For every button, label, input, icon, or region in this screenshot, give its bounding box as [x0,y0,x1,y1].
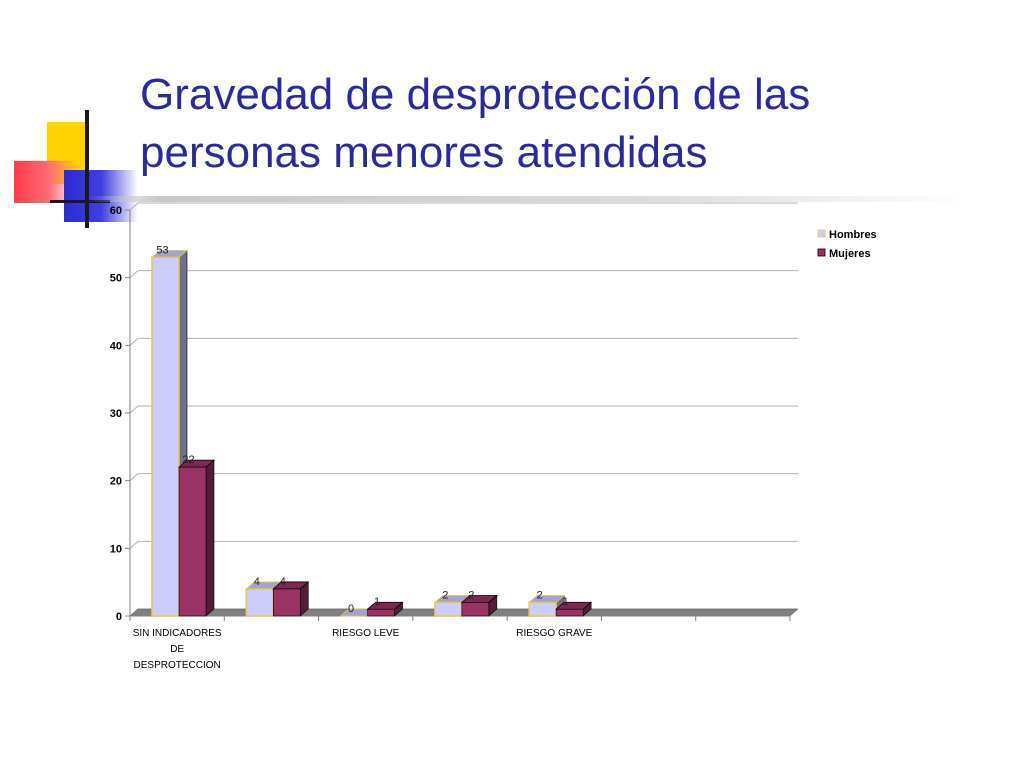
y-tick-label-20: 20 [110,476,122,488]
gridline-side-10 [129,540,139,549]
data-label-mujeres-1: 4 [280,576,286,588]
x-category-label-2-0: RIESGO LEVE [332,628,400,639]
y-tick-label-60: 60 [110,205,122,217]
bar-mujeres-1-front [272,588,301,617]
legend-label-mujeres: Mujeres [829,248,871,260]
gridline-side-50 [129,270,139,279]
data-label-hombres-1: 4 [254,576,260,588]
slide-title-line-1: Gravedad de desprotección de las [140,70,811,119]
x-category-label-0-1: DE [170,644,184,655]
bar-mujeres-3-front [461,602,490,617]
y-tick-label-10: 10 [110,543,122,555]
data-label-mujeres-2: 1 [374,596,380,608]
bar-mujeres-0-side [205,459,215,617]
y-tick-label-50: 50 [110,273,122,285]
x-category-label-0-0: SIN INDICADORES [133,628,222,639]
bar-hombres-3-front [434,601,463,617]
bar-mujeres-2-front [367,608,395,617]
horizontal-line-decoration [50,200,110,203]
vertical-line-decoration [85,110,89,228]
slide-title-line-2: personas menores atendidas [140,128,708,177]
y-tick-label-40: 40 [110,340,122,352]
bar-mujeres-0-front [178,466,207,617]
bar-mujeres-1 [272,581,310,617]
x-category-label-4-0: RIESGO GRAVE [516,628,592,639]
gridline-side-40 [129,337,139,346]
legend-swatch-mujeres [817,248,826,257]
x-category-label-0-2: DESPROTECCION [134,660,221,671]
bar-mujeres-4 [555,601,593,617]
gridline-side-20 [129,473,139,482]
bar-mujeres-2 [366,601,404,617]
data-label-hombres-3: 2 [442,589,448,601]
data-label-mujeres-4: 1 [563,596,569,608]
gridline-side-30 [129,405,139,414]
slide-title: Gravedad de desprotección de las persona… [140,66,1000,182]
bar-hombres-4-front [528,601,557,617]
data-label-hombres-4: 2 [537,589,543,601]
bar-mujeres-4-front [555,608,584,617]
gridline-side-60 [129,202,139,211]
legend-label-hombres: Hombres [829,229,877,241]
data-label-mujeres-0: 22 [182,454,194,466]
legend-swatch-hombres [817,229,826,238]
bar-hombres-1-front [245,588,275,617]
bar-mujeres-0 [177,459,216,617]
y-tick-label-30: 30 [110,408,122,420]
data-label-mujeres-3: 2 [468,589,474,601]
y-tick-label-0: 0 [116,611,122,623]
data-label-hombres-2: 0 [348,603,354,615]
bar-mujeres-3 [460,594,498,617]
bar-hombres-0-front [151,256,180,617]
data-label-hombres-0: 53 [156,244,168,256]
title-underline-rule [88,196,968,202]
